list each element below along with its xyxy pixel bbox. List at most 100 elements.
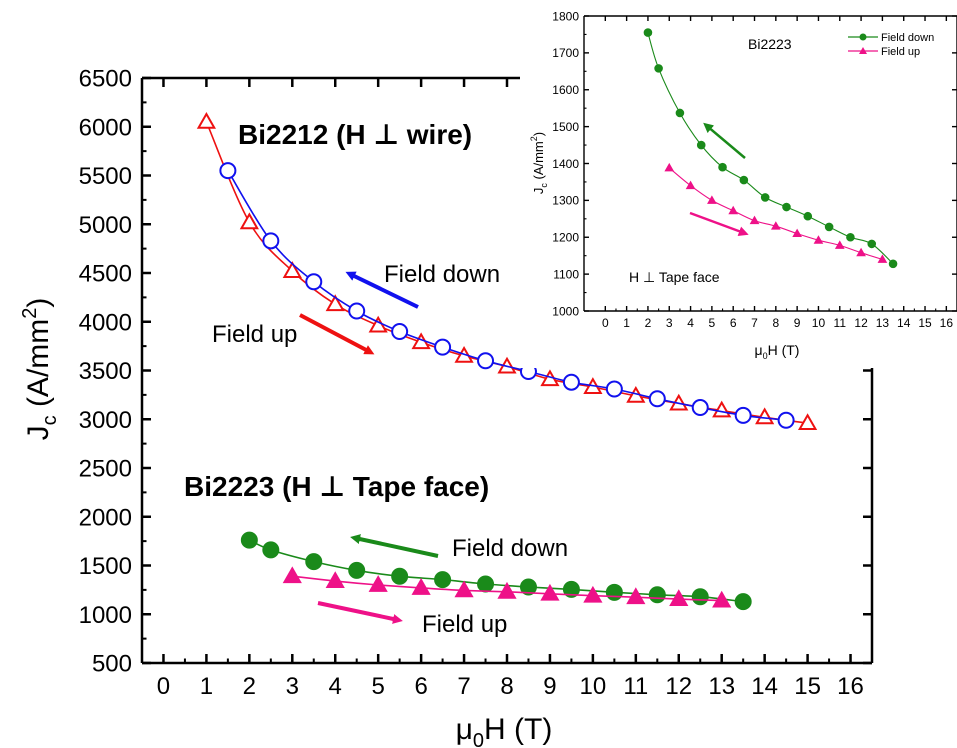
main-chart: 0 1 2 3 4 5 6 7 8 9 10 11 12 13 14 15 165001000150020002…	[19, 66, 874, 748]
main-y-axis-title: Jc (A/mm2)	[19, 298, 61, 441]
main-x-tick-label: 6	[414, 673, 427, 700]
main-x-tick-label: 0	[157, 673, 170, 700]
main-bi2212-down-point	[648, 390, 666, 408]
main-bi2223-up-point	[282, 566, 302, 584]
main-y-tick-label: 4000	[79, 309, 132, 336]
inset-x-tick-label: 12	[854, 316, 868, 330]
inset-x-tick-label: 2	[645, 316, 652, 330]
main-bi2212-down-point	[434, 338, 452, 356]
main-x-axis-title: μ0H (T)	[456, 713, 553, 748]
main-bi2212-down-point	[219, 162, 237, 180]
main-x-tick-label: 3	[286, 673, 299, 700]
inset-bi2223-down-point	[654, 64, 663, 73]
main-bi2223-up-point	[540, 583, 560, 601]
inset-field-down-arrow	[703, 122, 746, 159]
main-x-tick-label: 15	[794, 673, 821, 700]
inset-x-tick-label: 9	[794, 316, 801, 330]
inset-x-tick-label: 8	[772, 316, 779, 330]
inset-x-tick-label: 3	[666, 316, 673, 330]
inset-x-tick-label: 11	[834, 316, 847, 330]
main-bi2212-up-point	[797, 413, 818, 431]
main-y-tick-label: 4500	[79, 261, 132, 288]
main-bi2212-down-point	[691, 399, 709, 417]
legend-field-up-marker	[859, 47, 867, 54]
inset-x-tick-label: 6	[730, 316, 737, 330]
main-bi2212-down-point	[777, 411, 795, 429]
inset-bi2223-down-point	[888, 259, 898, 269]
inset-y-tick-label: 1200	[552, 231, 579, 245]
inset-legend: Field down Field up	[848, 32, 934, 58]
main-y-tick-label: 2500	[79, 456, 132, 483]
inset-series-layer	[643, 28, 898, 269]
bi2212-title: Bi2212 (H ⊥ wire)	[238, 119, 472, 150]
inset-y-tick-label: 1400	[552, 157, 579, 171]
main-bi2223-down-point	[605, 583, 623, 601]
main-x-tick-label: 7	[457, 673, 470, 700]
main-x-tick-label: 4	[329, 673, 342, 700]
main-bi2223-down-point	[262, 541, 280, 559]
main-bi2223-down-point	[305, 553, 323, 571]
main-x-tick-label: 10	[580, 673, 607, 700]
main-bi2212-up-point	[196, 111, 217, 129]
inset-bi2223-up-point	[685, 180, 696, 190]
inset-y-tick-label: 1100	[553, 267, 579, 281]
main-y-tick-label: 6500	[79, 66, 132, 93]
main-bi2212-down-point	[391, 323, 409, 340]
main-x-tick-label: 16	[837, 673, 864, 700]
main-bi2223-down-point	[519, 578, 537, 596]
main-series-layer	[196, 111, 818, 611]
main-bi2212-up-point	[282, 261, 302, 278]
main-bi2223-up-point	[411, 578, 431, 595]
inset-bi2223-up-point	[792, 228, 802, 238]
main-bi2223-down-point	[434, 571, 452, 589]
main-x-tick-label: 2	[243, 673, 256, 700]
bi2223-title: Bi2223 (H ⊥ Tape face)	[184, 471, 489, 502]
main-bi2223-down-point	[477, 575, 495, 593]
main-bi2223-up-point	[454, 580, 474, 598]
main-bi2223-down-point	[348, 561, 366, 579]
main-y-tick-label: 5500	[79, 163, 132, 190]
inset-y-tick-label: 1700	[552, 46, 579, 60]
inset-ticks-layer: 0 1 2 3 4 5 6 7 8 9 10 11 12 13 14 15 161000110012001300…	[552, 9, 957, 330]
inset-title: Bi2223	[748, 36, 792, 52]
main-bi2223-up-point	[712, 590, 732, 608]
inset-x-tick-label: 14	[897, 316, 911, 330]
inset-bi2223-down-point	[782, 202, 791, 212]
main-x-tick-label: 13	[708, 673, 735, 700]
inset-bi2223-up-point	[856, 247, 866, 257]
inset-y-tick-label: 1800	[552, 9, 579, 23]
inset-bi2223-down-point	[760, 193, 770, 202]
legend-field-down-label: Field down	[881, 32, 934, 44]
inset-y-axis-title: Jc (A/mm2)	[529, 132, 549, 194]
inset-x-tick-label: 15	[918, 316, 932, 330]
main-bi2223-up-point	[626, 587, 646, 605]
inset-bi2223-up-point	[728, 205, 739, 215]
main-bi2223-up-point	[325, 571, 345, 589]
main-bi2212-down-point	[348, 302, 366, 320]
main-bi2223-up-point	[368, 575, 388, 592]
inset-x-tick-label: 16	[940, 316, 954, 330]
main-x-tick-label: 1	[200, 673, 213, 700]
inset-bi2223-up-point	[707, 195, 717, 204]
main-bi2223-down-point	[648, 586, 666, 604]
inset-y-tick-label: 1500	[552, 120, 579, 134]
inset-x-tick-label: 5	[709, 316, 716, 330]
bi2223-field-up-label: Field up	[422, 611, 507, 638]
main-y-tick-label: 1500	[79, 553, 132, 580]
main-bi2223-down-point	[391, 567, 409, 585]
legend-field-up-label: Field up	[881, 46, 920, 58]
inset-x-tick-label: 10	[812, 316, 826, 330]
legend-field-down-marker	[859, 33, 867, 41]
bi2223-field-down-label: Field down	[452, 535, 568, 562]
main-bi2212-up-point	[755, 407, 775, 425]
inset-bi2223-up-point	[664, 162, 675, 172]
main-x-tick-label: 12	[665, 673, 692, 700]
inset-bi2223-up-point	[813, 235, 824, 244]
main-bi2212-down-point	[605, 380, 623, 398]
main-x-tick-label: 14	[751, 673, 778, 700]
main-bi2212-down-point	[477, 352, 495, 370]
bi2212-field-up-label: Field up	[212, 321, 297, 348]
inset-x-tick-label: 7	[751, 316, 758, 330]
main-bi2212-down-point	[562, 373, 580, 391]
inset-x-tick-label: 13	[876, 316, 890, 330]
